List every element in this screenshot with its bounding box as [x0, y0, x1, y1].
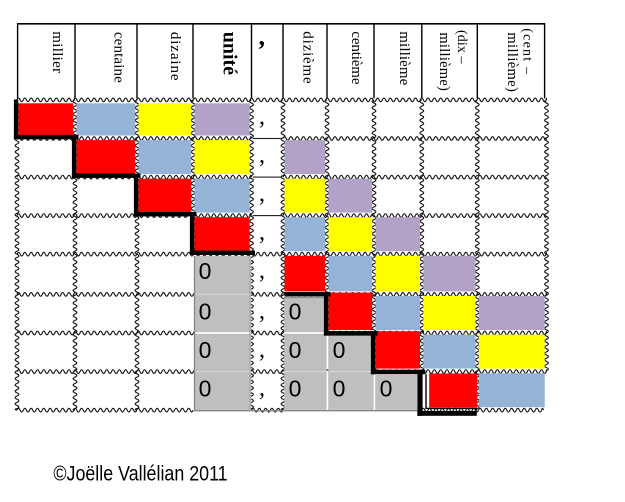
svg-text:millier: millier — [49, 31, 65, 73]
svg-text:,: , — [259, 181, 265, 207]
svg-text:(cent –: (cent – — [520, 28, 535, 75]
svg-text:millième): millième) — [436, 32, 452, 91]
svg-text:,: , — [259, 376, 265, 402]
svg-text:millième): millième) — [504, 32, 520, 92]
svg-text:(dix –: (dix – — [454, 30, 469, 65]
svg-text:©Joëlle Vallélian 2011: ©Joëlle Vallélian 2011 — [53, 463, 227, 486]
svg-text:,: , — [259, 337, 265, 363]
svg-text:dizième: dizième — [300, 31, 316, 84]
svg-text:0: 0 — [199, 376, 212, 402]
svg-text:millième: millième — [396, 31, 412, 85]
svg-text:centième: centième — [348, 31, 364, 85]
svg-text:0: 0 — [199, 298, 212, 324]
svg-text:,: , — [259, 22, 266, 51]
svg-text:0: 0 — [333, 376, 346, 402]
svg-text:,: , — [259, 104, 265, 130]
svg-text:0: 0 — [380, 376, 393, 402]
svg-text:,: , — [259, 220, 265, 246]
svg-text:,: , — [259, 298, 265, 324]
svg-text:unité: unité — [218, 32, 240, 75]
svg-text:0: 0 — [199, 337, 212, 363]
svg-text:centaine: centaine — [110, 32, 126, 83]
svg-text:0: 0 — [199, 258, 212, 284]
svg-text:0: 0 — [333, 337, 346, 363]
svg-text:,: , — [259, 142, 265, 168]
svg-text:,: , — [259, 258, 265, 284]
svg-text:0: 0 — [289, 298, 302, 324]
svg-text:0: 0 — [289, 376, 302, 402]
svg-text:0: 0 — [289, 337, 302, 363]
svg-text:dizaine: dizaine — [167, 32, 183, 81]
